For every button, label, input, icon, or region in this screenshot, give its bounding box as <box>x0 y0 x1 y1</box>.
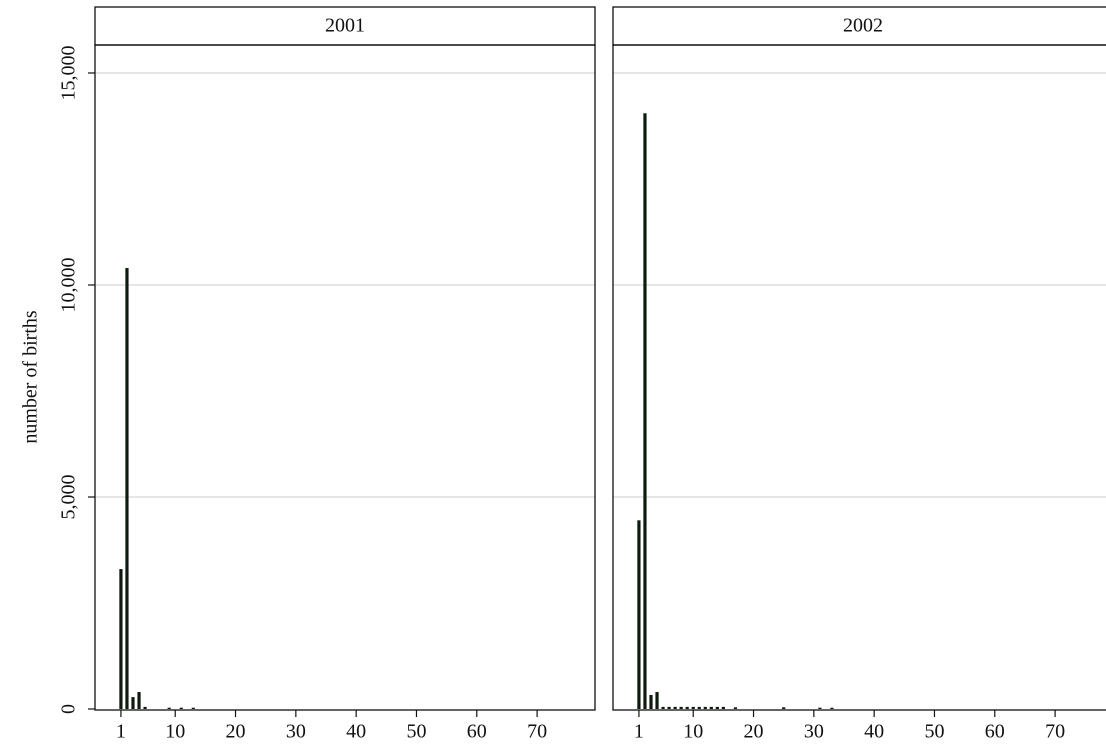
bar <box>709 706 713 709</box>
bar <box>685 706 689 709</box>
panel-title: 2001 <box>325 15 365 37</box>
bar <box>649 695 653 709</box>
bar <box>167 707 171 709</box>
bar <box>721 706 725 709</box>
panel-header <box>612 6 1106 46</box>
y-axis-label: number of births <box>20 310 42 444</box>
x-tick-label: 30 <box>804 721 824 743</box>
x-tick-label: 40 <box>346 721 366 743</box>
bar <box>782 707 786 709</box>
x-tick-label: 60 <box>467 721 487 743</box>
panel: 2002 1 10 20 30 40 50 60 70 <box>612 6 1106 743</box>
bar <box>661 706 665 709</box>
panel: 2001 1 10 20 30 40 50 60 70 <box>94 6 596 743</box>
bar <box>179 707 183 709</box>
x-tick-label: 10 <box>683 721 703 743</box>
bar <box>137 692 141 709</box>
panel-header <box>94 6 596 46</box>
x-tick-label: 40 <box>864 721 884 743</box>
bar <box>125 268 129 709</box>
bar <box>733 707 738 709</box>
x-tick-label: 1 <box>116 721 126 743</box>
panel-frame <box>612 44 1106 711</box>
bar <box>143 706 147 709</box>
x-tick-label: 60 <box>985 721 1005 743</box>
x-tick-label: 10 <box>165 721 185 743</box>
bar <box>697 706 701 709</box>
x-tick-label: 30 <box>286 721 306 743</box>
bar <box>673 706 677 709</box>
x-tick-label: 1 <box>634 721 644 743</box>
panel-frame <box>94 44 596 711</box>
y-tick-label: 0 <box>58 704 80 714</box>
bar <box>703 706 707 709</box>
y-tick-label: 5,000 <box>58 474 80 519</box>
bar <box>691 706 695 709</box>
bar <box>131 697 135 709</box>
bar <box>667 706 671 709</box>
x-tick-label: 50 <box>924 721 944 743</box>
bar <box>655 692 659 709</box>
x-tick-label: 70 <box>527 721 547 743</box>
x-tick-label: 20 <box>744 721 764 743</box>
x-tick-label: 50 <box>406 721 426 743</box>
bar <box>679 706 683 709</box>
bar <box>191 707 195 709</box>
panel-title: 2002 <box>843 15 883 37</box>
bar <box>818 707 822 709</box>
bar <box>830 707 834 709</box>
bar <box>119 569 123 709</box>
y-tick-label: 15,000 <box>58 45 80 100</box>
bar <box>643 113 647 710</box>
y-tick-label: 10,000 <box>58 257 80 312</box>
x-tick-label: 20 <box>226 721 246 743</box>
bar <box>715 706 719 709</box>
bar <box>637 520 641 709</box>
x-tick-label: 70 <box>1045 721 1065 743</box>
